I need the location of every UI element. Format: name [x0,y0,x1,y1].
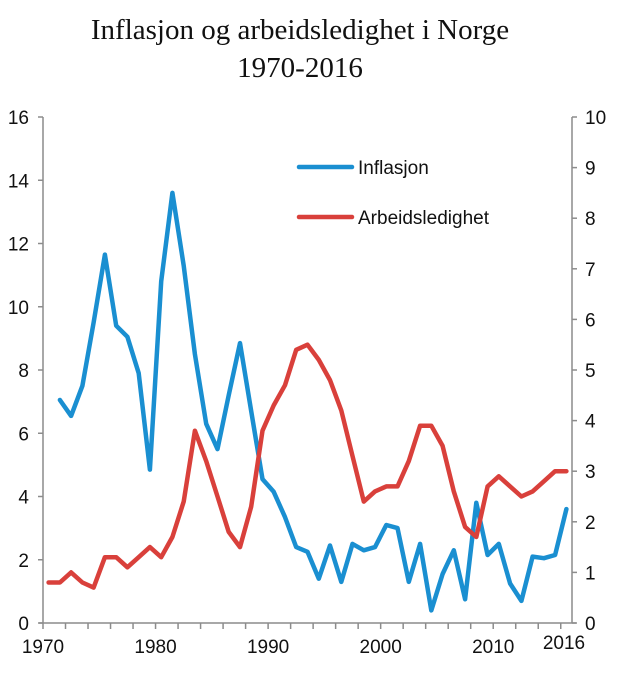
left-tick-label: 6 [18,424,29,445]
left-tick-label: 4 [18,488,29,509]
right-tick-label: 4 [585,412,596,433]
right-tick-label: 0 [585,614,596,635]
chart-subtitle: 1970-2016 [237,52,363,84]
x-tick-label: 2016 [543,633,585,654]
right-tick-label: 3 [585,462,596,483]
legend-label-inflasjon: Inflasjon [358,158,429,179]
right-tick-label: 2 [585,513,596,534]
left-tick-label: 10 [8,298,29,319]
left-tick-label: 0 [18,614,29,635]
right-tick-label: 7 [585,260,596,281]
right-tick-label: 6 [585,310,596,331]
right-tick-label: 9 [585,159,596,180]
right-tick-label: 5 [585,361,596,382]
chart-title: Inflasjon og arbeidsledighet i Norge [90,14,510,46]
x-tick-label: 1980 [134,637,176,658]
left-tick-label: 2 [18,551,29,572]
left-tick-label: 14 [8,171,30,192]
left-tick-label: 16 [8,108,29,129]
x-tick-label: 2010 [472,637,514,658]
right-tick-label: 8 [585,209,596,230]
x-tick-label: 1990 [247,637,289,658]
legend-label-arbeidsledighet: Arbeidsledighet [358,208,490,229]
left-tick-label: 12 [8,235,29,256]
right-tick-label: 10 [585,108,606,129]
x-tick-label: 2000 [360,637,402,658]
series-line-inflasjon [57,190,569,613]
x-tick-label: 1970 [22,637,64,658]
left-tick-label: 8 [18,361,29,382]
right-tick-label: 1 [585,563,596,584]
legend: Inflasjon Arbeidsledighet [296,158,490,229]
